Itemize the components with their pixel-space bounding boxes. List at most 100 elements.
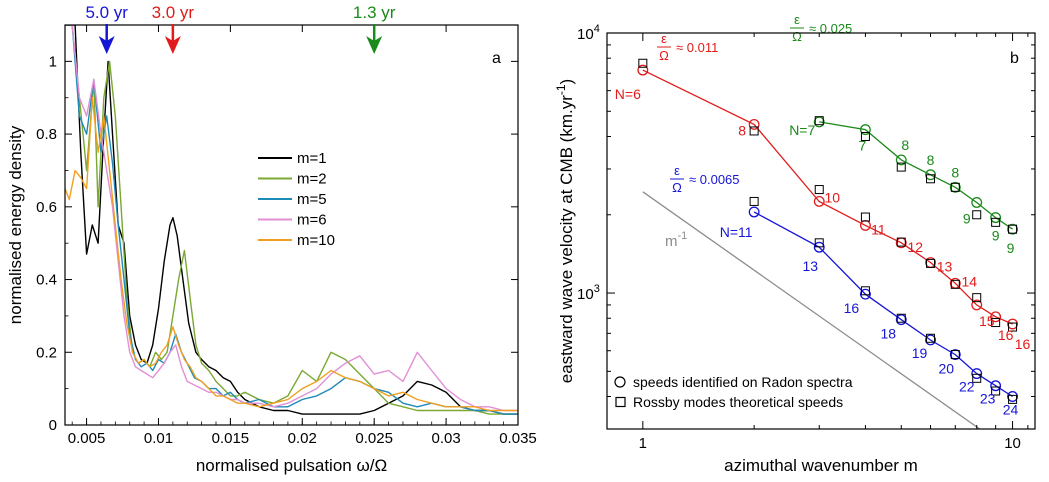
rossby-speed-point <box>972 293 982 303</box>
series-group: N=11 13 16 18 19 20 22 23 24 εΩ ≈ 0.0065 <box>670 163 1019 418</box>
radon-speed-point <box>895 154 907 166</box>
N-label: 8 <box>951 164 959 180</box>
panel-label: a <box>492 50 501 67</box>
plot-area-a <box>65 25 518 415</box>
period-marker-label: 1.3 yr <box>353 3 396 22</box>
reference-line-label: m-1 <box>665 230 687 250</box>
N-label: 8 <box>738 122 746 138</box>
ratio-numerator: ε <box>794 12 800 27</box>
N-label: 10 <box>824 189 840 205</box>
ratio-value: ≈ 0.0065 <box>689 172 740 187</box>
rossby-speed-point <box>950 182 960 192</box>
radon-speed-point <box>637 64 649 76</box>
radon-speed-point <box>1007 223 1019 235</box>
x-tick-label: 0.025 <box>355 430 393 447</box>
rossby-speed-point <box>1008 394 1018 404</box>
N-label: 9 <box>963 210 971 226</box>
N-label: 8 <box>901 137 909 153</box>
y-axis-label: normalised energy density <box>6 125 25 324</box>
reference-line-label-exp: -1 <box>678 230 688 242</box>
radon-speed-point <box>971 299 983 311</box>
N-label: 16 <box>844 300 860 316</box>
rossby-speed-point <box>950 279 960 289</box>
legend-b: speeds identified on Radon spectra Rossby… <box>614 374 853 410</box>
y-tick-label-base: 10 <box>577 286 594 303</box>
y-tick-label: 0.8 <box>36 126 57 143</box>
N-label: N=6 <box>615 86 641 102</box>
x-tick-label: 0.01 <box>144 430 173 447</box>
x-tick-label: 0.02 <box>288 430 317 447</box>
series-line-m=2 <box>65 25 518 415</box>
ratio-label: εΩ ≈ 0.011 <box>657 31 718 63</box>
x-axis-label: azimuthal wavenumber m <box>724 456 918 475</box>
y-axis-label-sup: -1 <box>554 84 568 95</box>
panel-label: b <box>1010 50 1019 67</box>
x-tick-label: 10 <box>1004 435 1021 452</box>
y-tick-label: 104 <box>577 23 600 43</box>
ratio-label: εΩ ≈ 0.025 <box>790 12 852 44</box>
radon-speed-point <box>859 124 871 136</box>
N-label: 9 <box>992 228 1000 244</box>
N-label: 8 <box>927 152 935 168</box>
N-label: 13 <box>937 259 953 275</box>
period-marker-label: 5.0 yr <box>85 3 128 22</box>
y-tick-label-exp: 3 <box>594 283 600 295</box>
rossby-speed-point <box>896 313 906 323</box>
legend-entry: m=6 <box>297 212 327 229</box>
rossby-speed-point <box>638 58 648 68</box>
legend-entry: m=5 <box>297 191 327 208</box>
N-label: 15 <box>979 313 995 329</box>
x-tick-label: 0.035 <box>499 430 537 447</box>
y-tick-label-base: 10 <box>577 26 594 43</box>
period-marker-label: 3.0 yr <box>152 3 195 22</box>
radon-speed-point <box>813 241 825 253</box>
legend-square-marker <box>615 396 626 408</box>
rossby-speed-point <box>860 212 870 222</box>
radon-speed-point <box>971 197 983 208</box>
radon-speed-point <box>748 118 760 130</box>
N-label: 23 <box>980 391 996 407</box>
radon-speed-point <box>813 196 825 207</box>
y-tick-label: 103 <box>577 283 600 303</box>
N-label: 16 <box>998 327 1014 343</box>
ratio-numerator: ε <box>674 163 680 178</box>
legend-entry: speeds identified on Radon spectra <box>633 374 853 390</box>
rossby-speed-point <box>749 196 759 206</box>
y-tick-label: 1 <box>49 53 57 70</box>
radon-speed-point <box>949 181 961 193</box>
N-label: 12 <box>907 239 923 255</box>
ratio-numerator: ε <box>661 31 667 46</box>
x-tick-label: 0.03 <box>431 430 460 447</box>
rossby-speed-point <box>814 116 824 126</box>
N-label: 14 <box>961 273 977 289</box>
N-label: 11 <box>871 221 886 237</box>
y-axis-label-main: eastward wave velocity at CMB (km.yr <box>557 95 576 383</box>
rossby-speed-point <box>1008 322 1018 332</box>
N-label: 13 <box>802 258 818 274</box>
N-label: N=11 <box>720 224 753 240</box>
period-marker-arrow-head <box>164 36 181 54</box>
rossby-speed-point <box>972 373 982 383</box>
radon-speed-point <box>990 380 1002 392</box>
N-label: 20 <box>938 361 954 377</box>
y-axis-label-suffix: ) <box>557 79 576 85</box>
rossby-speed-point <box>814 238 824 248</box>
y-tick-label: 0 <box>49 417 57 434</box>
radon-speed-point <box>971 368 983 380</box>
ratio-label: εΩ ≈ 0.0065 <box>670 163 740 195</box>
N-label: 18 <box>880 326 896 342</box>
rossby-speed-point <box>926 333 936 343</box>
y-tick-label: 0.2 <box>36 344 57 361</box>
radon-speed-point <box>1007 391 1019 402</box>
rossby-speed-point <box>991 386 1001 396</box>
y-tick-label-exp: 4 <box>594 23 600 35</box>
rossby-speed-point <box>860 131 870 141</box>
series-line <box>819 121 1013 230</box>
ratio-denominator: Ω <box>792 29 802 44</box>
N-label: 24 <box>1003 402 1019 418</box>
rossby-speed-point <box>950 350 960 360</box>
series-line-m=1 <box>65 25 518 415</box>
